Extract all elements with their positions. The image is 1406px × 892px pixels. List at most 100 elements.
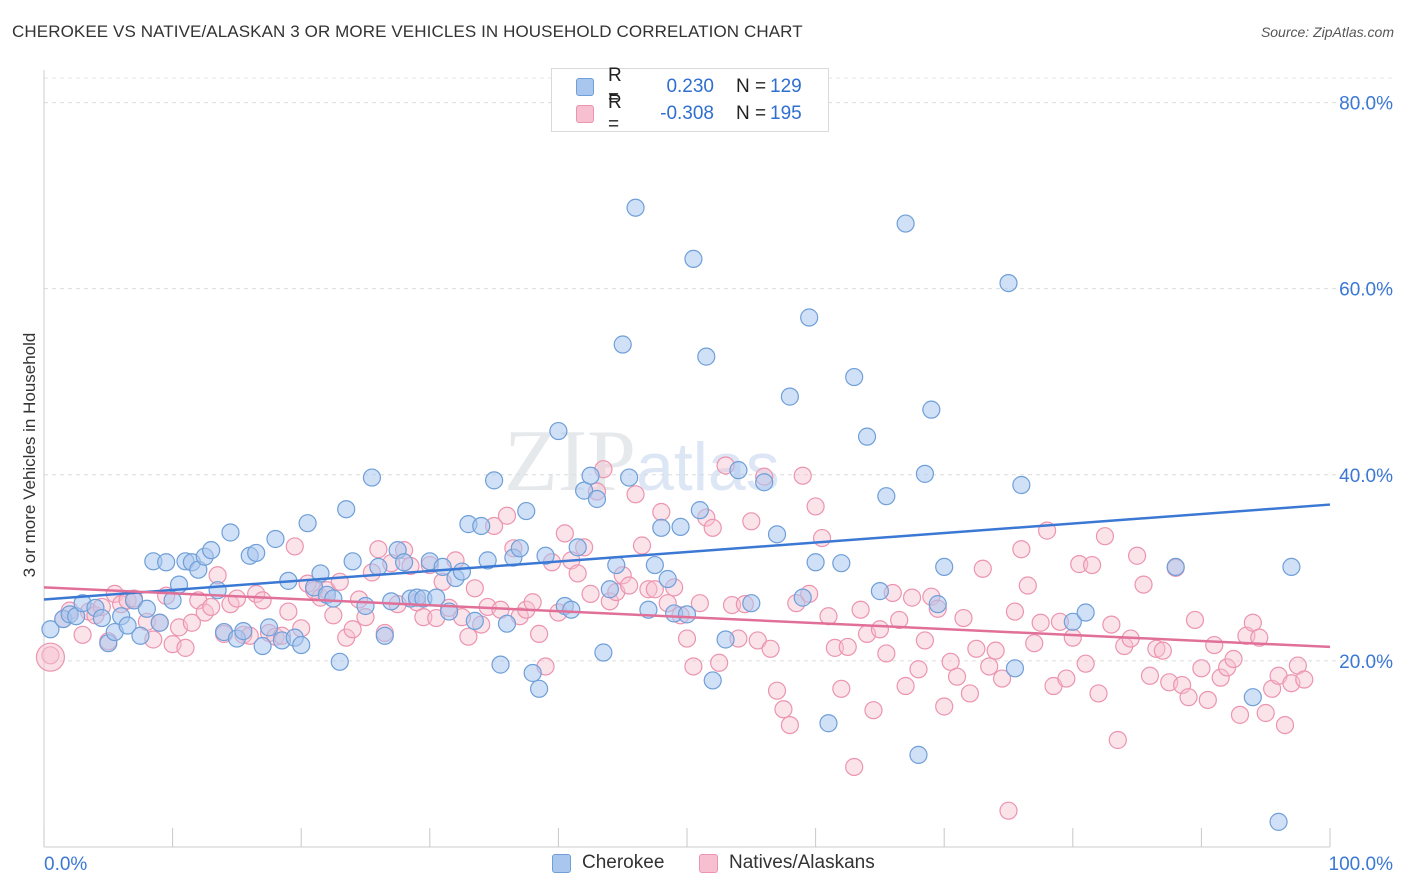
natives-point	[832, 679, 851, 698]
bottom-legend: Cherokee Natives/Alaskans	[0, 852, 1406, 878]
cherokee-trend-line	[43, 503, 1331, 601]
natives-point	[1256, 703, 1275, 723]
cherokee-point	[729, 461, 748, 480]
chart-source: Source: ZipAtlas.com	[1260, 24, 1394, 40]
cherokee-point	[478, 551, 497, 570]
natives-point	[523, 593, 542, 612]
legend-r-value-cherokee: 0.230	[666, 76, 714, 97]
natives-point	[632, 536, 652, 555]
natives-point	[1063, 628, 1082, 647]
natives-point	[1205, 635, 1224, 655]
legend-r-label: R =	[608, 65, 622, 108]
natives-point	[986, 641, 1005, 660]
natives-point	[1295, 670, 1314, 689]
natives-point	[677, 629, 697, 648]
cherokee-point	[581, 466, 600, 485]
cherokee-point	[266, 529, 285, 549]
natives-point	[176, 638, 195, 657]
cherokee-point	[356, 596, 375, 616]
cherokee-point	[767, 525, 787, 544]
natives-point	[1012, 540, 1031, 559]
natives-point	[902, 588, 922, 607]
natives-point	[1108, 730, 1127, 750]
cherokee-point	[909, 745, 928, 764]
natives-trend-line	[43, 586, 1331, 649]
cherokee-point	[298, 514, 317, 533]
cherokee-point	[491, 655, 510, 674]
natives-point	[947, 667, 967, 686]
natives-swatch	[576, 105, 594, 123]
legend-n-label: N =	[736, 103, 767, 124]
cherokee-swatch	[552, 853, 571, 873]
cherokee-point	[382, 592, 401, 611]
cherokee-point	[394, 553, 414, 572]
cherokee-point	[549, 421, 568, 441]
cherokee-point	[677, 605, 697, 624]
natives-point	[877, 644, 896, 663]
cherokee-point	[369, 557, 388, 577]
natives-point	[1102, 615, 1121, 634]
cherokee-point	[247, 543, 266, 563]
cherokee-point	[324, 589, 343, 608]
cherokee-point	[658, 569, 677, 589]
legend-r-value-natives: -0.308	[660, 103, 714, 124]
cherokee-point	[465, 611, 484, 630]
cherokee-point	[999, 273, 1018, 293]
cherokee-point	[523, 663, 542, 683]
cherokee-swatch	[576, 78, 594, 96]
cherokee-point	[337, 500, 356, 519]
cherokee-point	[1076, 603, 1095, 622]
cherokee-point	[819, 714, 838, 733]
bottom-legend-cherokee: Cherokee	[552, 852, 664, 874]
natives-point	[626, 485, 645, 504]
natives-point	[845, 757, 864, 777]
cherokee-point	[131, 626, 150, 645]
natives-point	[690, 594, 709, 613]
natives-point	[967, 639, 986, 658]
natives-point	[812, 528, 832, 548]
cherokee-point	[800, 308, 819, 327]
natives-point	[999, 801, 1018, 820]
cherokee-point	[935, 557, 954, 577]
natives-point	[1140, 666, 1160, 685]
watermark: ZIP	[504, 413, 636, 510]
natives-point	[1275, 715, 1295, 735]
bottom-legend-cherokee-label: Cherokee	[582, 852, 665, 873]
natives-point	[703, 518, 722, 537]
cherokee-point	[613, 335, 632, 354]
cherokee-point	[594, 643, 613, 662]
natives-point	[992, 669, 1012, 688]
legend: R = 0.230 N = 129 R = -0.308 N = 195	[551, 65, 829, 135]
natives-point	[806, 497, 825, 516]
natives-point	[620, 576, 639, 595]
natives-point	[1224, 649, 1243, 669]
cherokee-point	[530, 679, 549, 698]
natives-point	[1230, 705, 1250, 724]
natives-point	[870, 620, 890, 639]
cherokee-point	[896, 214, 915, 233]
cherokee-points	[41, 198, 1301, 831]
natives-point	[279, 602, 298, 621]
cherokee-point	[806, 553, 825, 572]
x-tick-label: 0.0%	[44, 854, 87, 875]
natives-point	[253, 591, 272, 610]
cherokee-point	[517, 501, 536, 521]
natives-point	[555, 524, 574, 543]
legend-row-cherokee: R = 0.230 N = 129	[576, 65, 802, 108]
cherokee-point	[259, 618, 279, 637]
cherokee-point	[703, 671, 722, 690]
watermark-atlas: atlas	[636, 429, 780, 505]
natives-point	[935, 697, 954, 716]
cherokee-point	[857, 427, 877, 446]
natives-point	[819, 607, 838, 626]
natives-point	[1089, 684, 1108, 703]
natives-point	[909, 660, 928, 679]
cherokee-point	[1166, 557, 1185, 577]
natives-point	[684, 657, 703, 676]
natives-point	[1153, 641, 1172, 660]
cherokee-point	[536, 546, 555, 565]
natives-point	[465, 579, 484, 598]
natives-point	[890, 610, 909, 630]
cherokee-point	[1269, 812, 1288, 831]
natives-point	[864, 701, 883, 720]
